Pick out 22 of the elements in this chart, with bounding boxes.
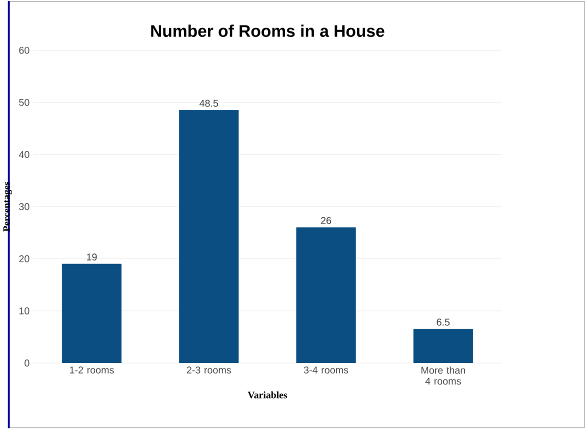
bar	[179, 110, 239, 363]
x-tick-label: 1-2 rooms	[70, 366, 114, 374]
y-tick-label: 20	[19, 255, 30, 262]
bar	[296, 227, 356, 363]
data-label: 48.5	[200, 100, 218, 107]
bar	[62, 264, 122, 363]
x-tick-label: 3-4 rooms	[304, 366, 348, 374]
data-label: 26	[321, 216, 332, 224]
x-tick-label: More than 4 rooms	[422, 366, 466, 385]
y-tick-label: 30	[19, 203, 30, 210]
bar	[413, 328, 473, 363]
y-tick-label: 10	[19, 307, 30, 314]
y-axis-title: Percentages	[3, 182, 12, 232]
x-tick-label: 2-3 rooms	[186, 366, 232, 374]
data-label: 6.5	[436, 318, 450, 326]
y-tick-label: 0	[24, 359, 30, 366]
x-axis-title: Variables	[248, 391, 288, 398]
data-label: 19	[87, 253, 97, 260]
y-tick-label: 50	[19, 98, 30, 106]
chart-title: Number of Rooms in a House	[151, 24, 384, 37]
y-tick-label: 40	[18, 150, 30, 158]
y-tick-label: 60	[19, 46, 30, 54]
